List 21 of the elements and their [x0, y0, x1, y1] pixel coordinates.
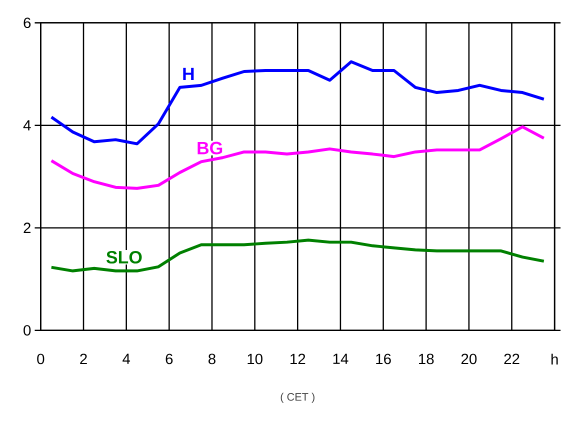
x-axis-title: ( CET ): [280, 392, 314, 404]
x-tick-label: 18: [418, 354, 434, 364]
x-tick-label: 20: [461, 354, 477, 364]
series-label: H: [183, 68, 194, 80]
x-tick-label: 8: [208, 354, 216, 364]
series-label: SLO: [106, 251, 142, 264]
x-tick-label: 16: [376, 354, 391, 364]
series-label: BG: [198, 142, 222, 155]
x-tick-label: 22: [504, 354, 520, 364]
y-tick-label: 4: [23, 120, 31, 131]
x-tick-label: 4: [122, 354, 130, 364]
x-tick-label: 6: [166, 354, 173, 364]
y-tick-label: 0: [24, 325, 31, 336]
x-tick-label: 14: [333, 354, 348, 364]
y-tick-label: 2: [24, 222, 30, 234]
x-tick-label: 12: [290, 354, 306, 364]
y-tick-label: 6: [24, 18, 31, 28]
x-tick-label: 0: [37, 354, 44, 364]
x-tick-label: h: [551, 354, 558, 365]
x-tick-label: 10: [248, 354, 262, 364]
x-tick-label: 2: [80, 354, 87, 364]
